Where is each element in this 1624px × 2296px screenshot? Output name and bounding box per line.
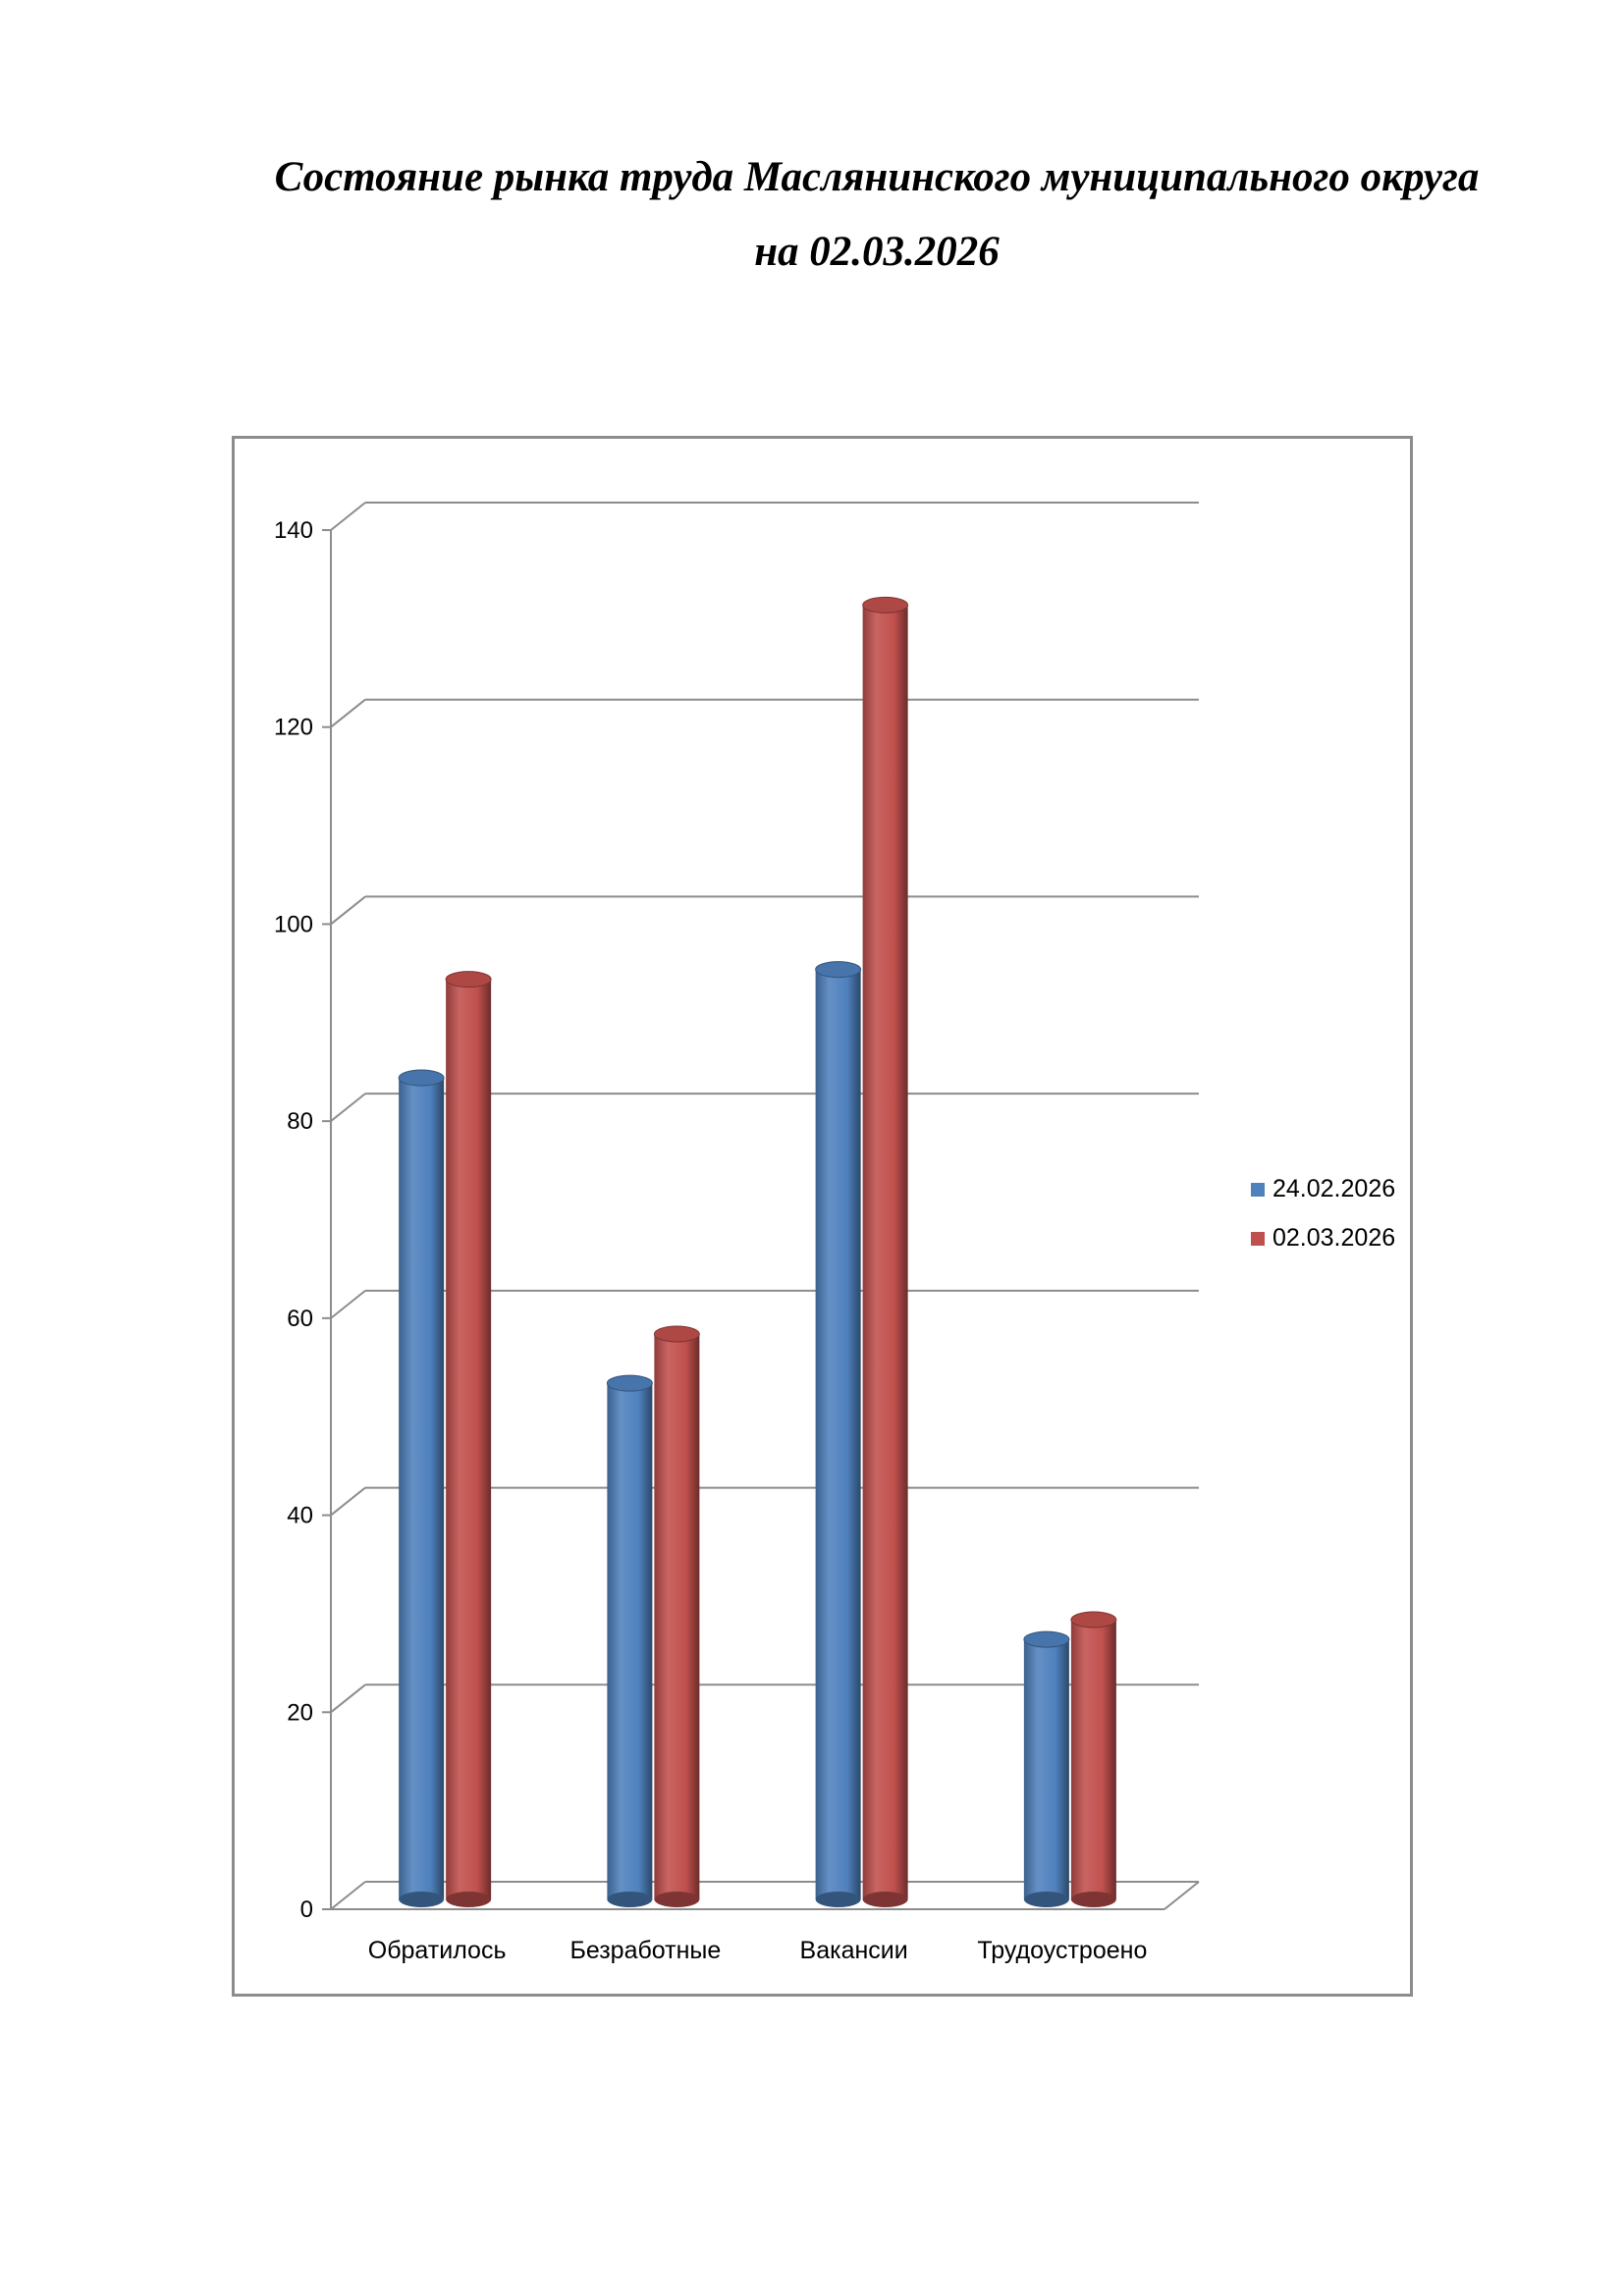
x-category-label: Обратилось	[368, 1937, 507, 1964]
x-category-label: Безработные	[569, 1937, 721, 1964]
grid-layer	[330, 502, 1199, 1910]
gridline-depth	[330, 502, 366, 531]
bars-layer	[398, 596, 1117, 1907]
page-subtitle: на 02.03.2026	[754, 229, 1000, 275]
bar	[653, 1325, 700, 1907]
bar	[1023, 1630, 1070, 1907]
bar	[445, 971, 492, 1907]
gridline-depth	[330, 1290, 366, 1319]
y-tick-label: 80	[287, 1108, 313, 1135]
y-tick-label: 60	[287, 1306, 313, 1332]
bar	[815, 961, 862, 1907]
x-category-label: Вакансии	[800, 1937, 908, 1964]
axis-layer	[322, 529, 1200, 1910]
legend: 24.02.2026 02.03.2026	[1251, 1175, 1395, 1252]
bar-chart: 0 20 40 60 80 100 120 140 Обратилось Безработные В…	[274, 502, 1395, 1964]
page-title: Состояние рынка труда Маслянинского муни…	[274, 154, 1480, 200]
y-tick-label: 140	[274, 517, 313, 544]
gridline-depth	[330, 1881, 366, 1910]
y-tick-label: 40	[287, 1503, 313, 1529]
bar	[398, 1069, 445, 1907]
gridline-depth	[330, 895, 366, 926]
y-tick-label: 120	[274, 715, 313, 741]
floor-edge	[1164, 1881, 1200, 1910]
gridline-depth	[330, 1486, 366, 1517]
bar	[1070, 1611, 1117, 1907]
bar	[862, 596, 909, 1907]
gridline-depth	[330, 698, 366, 728]
gridline-depth	[330, 1683, 366, 1714]
legend-swatch	[1251, 1183, 1265, 1197]
y-tick-label: 100	[274, 911, 313, 937]
y-tick-label: 20	[287, 1699, 313, 1726]
legend-label: 24.02.2026	[1272, 1175, 1395, 1202]
labels-layer: 0 20 40 60 80 100 120 140 Обратилось Безработные В…	[274, 517, 1147, 1964]
legend-label: 02.03.2026	[1272, 1224, 1395, 1252]
legend-swatch	[1251, 1232, 1265, 1246]
chart-frame: 0 20 40 60 80 100 120 140 Обратилось Безработные В…	[232, 436, 1413, 1997]
x-category-label: Трудоустроено	[977, 1937, 1147, 1964]
gridline-depth	[330, 1093, 366, 1122]
y-tick-label: 0	[300, 1896, 313, 1923]
bar	[606, 1374, 653, 1907]
